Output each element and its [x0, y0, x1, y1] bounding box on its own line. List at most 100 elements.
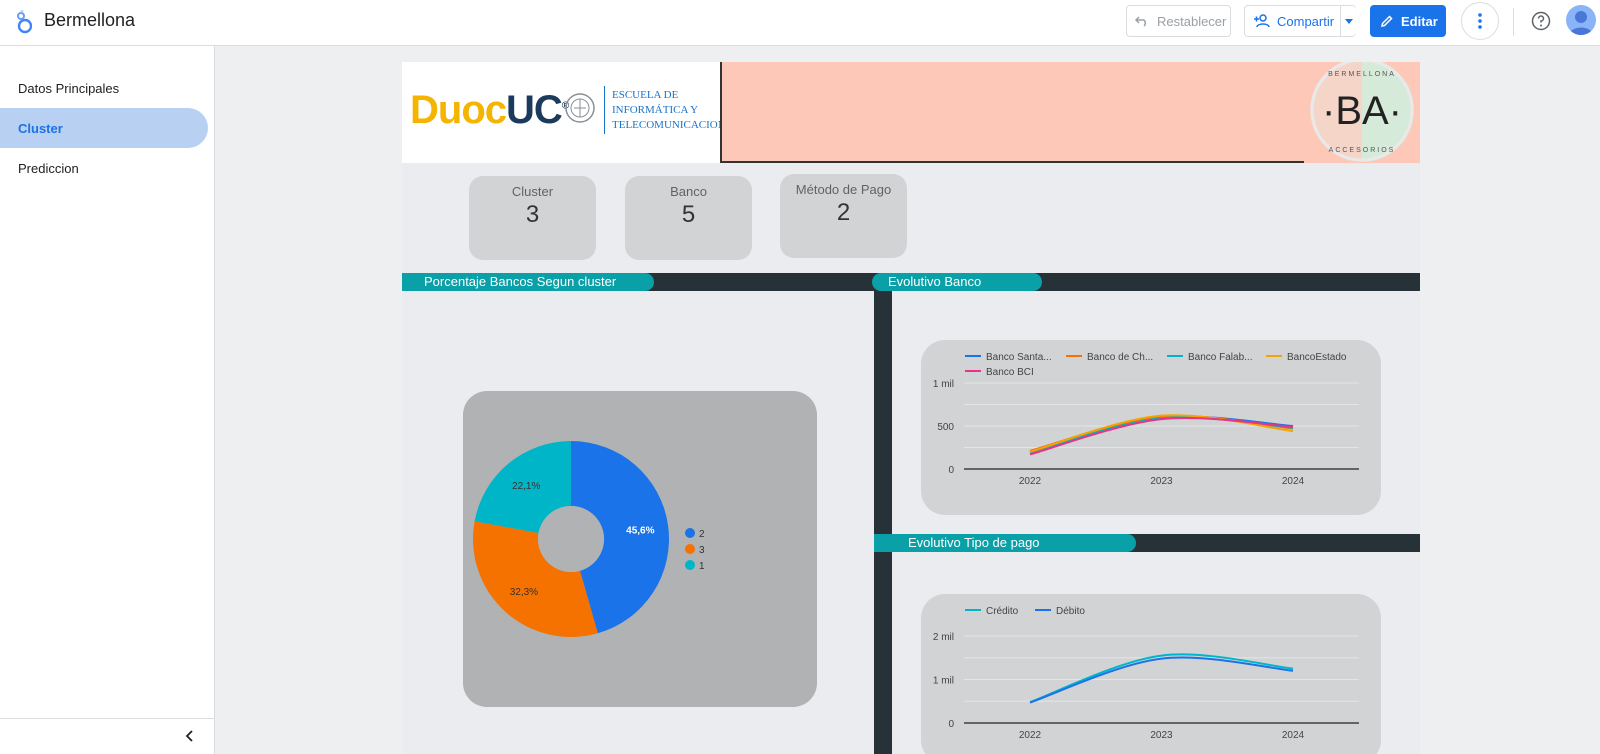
- pencil-icon: [1381, 15, 1393, 27]
- column-divider: [874, 291, 892, 754]
- school-name: ESCUELA DE INFORMÁTICA Y TELECOMUNICACIO…: [612, 88, 739, 133]
- sidebar-footer: [0, 718, 215, 754]
- sidebar-item-cluster[interactable]: Cluster: [0, 108, 208, 148]
- kpi-value: 5: [681, 201, 696, 228]
- reset-button[interactable]: Restablecer: [1126, 5, 1231, 37]
- donut-slice-label: 22,1%: [512, 481, 540, 492]
- looker-studio-logo-icon[interactable]: [16, 10, 32, 34]
- legend-label[interactable]: 1: [699, 561, 705, 572]
- duoc-logo: DuocUC® ESCUELA DE INFORMÁTICA Y TELECOM…: [402, 62, 739, 163]
- legend-label[interactable]: Banco de Ch...: [1087, 352, 1153, 363]
- donut-slice[interactable]: [473, 521, 598, 637]
- donut-slice-label: 32,3%: [510, 587, 538, 598]
- kpi-value: 3: [525, 201, 540, 228]
- x-tick-label: 2023: [1150, 476, 1173, 487]
- toolbar-divider: [1513, 8, 1514, 36]
- report-title[interactable]: Bermellona: [44, 10, 136, 30]
- top-bar: Bermellona Restablecer Compartir Editar: [0, 0, 1600, 46]
- sidebar-item-prediccion[interactable]: Prediccion: [0, 148, 208, 188]
- bank-section-title: Evolutivo Banco: [872, 273, 1042, 291]
- share-label: Compartir: [1277, 13, 1335, 29]
- uc-wordmark-part: UC: [506, 88, 563, 132]
- donut-hole: [538, 506, 604, 572]
- kpi-metodo-pago-card[interactable]: Método de Pago 2: [780, 174, 907, 258]
- ba-brand-bottom: ACCESORIOS: [1329, 147, 1396, 154]
- donut-slice-label: 45,6%: [626, 525, 654, 536]
- x-tick-label: 2023: [1150, 730, 1173, 741]
- sidebar-item-label: Datos Principales: [18, 80, 120, 96]
- y-tick-label: 0: [948, 465, 954, 476]
- kpi-label: Cluster: [511, 184, 554, 199]
- add-person-icon: [1254, 14, 1270, 28]
- y-tick-label: 500: [937, 422, 954, 433]
- bermellona-logo-area: ·BA· BERMELLONA ACCESORIOS: [1304, 62, 1420, 163]
- duoc-wordmark: DuocUC®: [410, 88, 569, 133]
- more-options-button[interactable]: [1461, 2, 1499, 40]
- sidebar-item-datos-principales[interactable]: Datos Principales: [0, 68, 208, 108]
- donut-slice[interactable]: [571, 441, 669, 634]
- kpi-value: 2: [836, 199, 851, 226]
- chevron-left-icon[interactable]: [183, 729, 197, 743]
- legend-label[interactable]: Banco BCI: [986, 367, 1034, 378]
- help-icon[interactable]: [1531, 11, 1551, 31]
- reset-label: Restablecer: [1157, 13, 1227, 29]
- more-vert-icon: [1478, 13, 1482, 29]
- caret-down-icon: [1344, 18, 1353, 24]
- payment-section-title: Evolutivo Tipo de pago: [874, 534, 1136, 552]
- y-tick-label: 0: [948, 719, 954, 730]
- kpi-label: Banco: [670, 184, 707, 199]
- share-button[interactable]: Compartir: [1244, 5, 1356, 37]
- legend-label[interactable]: Banco Santa...: [986, 352, 1052, 363]
- legend-swatch: [685, 560, 695, 570]
- school-line: ESCUELA DE: [612, 89, 679, 101]
- legend-swatch: [685, 544, 695, 554]
- share-dropdown-button[interactable]: [1340, 6, 1356, 36]
- person-icon: [1569, 11, 1593, 35]
- sidebar-item-label: Prediccion: [18, 160, 79, 176]
- legend-label[interactable]: 3: [699, 545, 705, 556]
- x-tick-label: 2022: [1019, 476, 1042, 487]
- legend-label[interactable]: BancoEstado: [1287, 352, 1347, 363]
- university-seal-icon: [565, 93, 595, 123]
- series-line[interactable]: [1029, 414, 1294, 453]
- ba-brand-top: BERMELLONA: [1328, 71, 1396, 78]
- header-banner: [720, 62, 1304, 163]
- x-tick-label: 2024: [1282, 730, 1305, 741]
- kpi-banco-card[interactable]: Banco 5: [625, 176, 752, 260]
- donut-slice[interactable]: [474, 441, 571, 534]
- bank-line-chart-panel: Banco Santa... Banco de Ch... Banco Falab.…: [921, 340, 1381, 515]
- series-line[interactable]: [1029, 417, 1294, 456]
- report-canvas: DuocUC® ESCUELA DE INFORMÁTICA Y TELECOM…: [402, 62, 1420, 754]
- x-tick-label: 2022: [1019, 730, 1042, 741]
- pages-sidebar: Datos Principales Cluster Prediccion: [0, 46, 215, 754]
- ba-monogram: ·BA·: [1322, 89, 1402, 133]
- pie-section-title: Porcentaje Bancos Segun cluster: [402, 273, 654, 291]
- x-tick-label: 2024: [1282, 476, 1305, 487]
- y-tick-label: 1 mil: [933, 379, 954, 390]
- series-line[interactable]: [1029, 656, 1294, 704]
- sidebar-item-label: Cluster: [18, 120, 63, 136]
- donut-chart-panel: 45,6% 32,3% 22,1% 2 3 1: [463, 391, 817, 707]
- bank-line-chart[interactable]: Banco Santa... Banco de Ch... Banco Falab.…: [921, 340, 1381, 515]
- legend-label[interactable]: Banco Falab...: [1188, 352, 1252, 363]
- school-line: TELECOMUNICACIONES: [612, 119, 739, 131]
- y-tick-label: 2 mil: [933, 632, 954, 643]
- edit-label: Editar: [1401, 13, 1438, 29]
- legend-label[interactable]: 2: [699, 529, 705, 540]
- school-line: INFORMÁTICA Y: [612, 104, 699, 116]
- account-avatar[interactable]: [1566, 5, 1596, 35]
- duoc-wordmark-part: Duoc: [410, 88, 507, 132]
- payment-line-chart-panel: Crédito Débito 0 1 mil 2 mil 2022 2023 2024: [921, 594, 1381, 754]
- legend-swatch: [685, 528, 695, 538]
- donut-chart[interactable]: 45,6% 32,3% 22,1% 2 3 1: [463, 391, 817, 707]
- payment-line-chart[interactable]: Crédito Débito 0 1 mil 2 mil 2022 2023 2024: [921, 594, 1381, 754]
- kpi-cluster-card[interactable]: Cluster 3: [469, 176, 596, 260]
- y-tick-label: 1 mil: [933, 676, 954, 687]
- kpi-label: Método de Pago: [795, 182, 892, 197]
- legend-label[interactable]: Débito: [1056, 606, 1085, 617]
- bermellona-logo: ·BA· BERMELLONA ACCESORIOS: [1310, 62, 1414, 162]
- undo-icon: [1135, 16, 1147, 27]
- edit-button[interactable]: Editar: [1370, 5, 1446, 37]
- legend-label[interactable]: Crédito: [986, 606, 1019, 617]
- series-line[interactable]: [1029, 653, 1294, 704]
